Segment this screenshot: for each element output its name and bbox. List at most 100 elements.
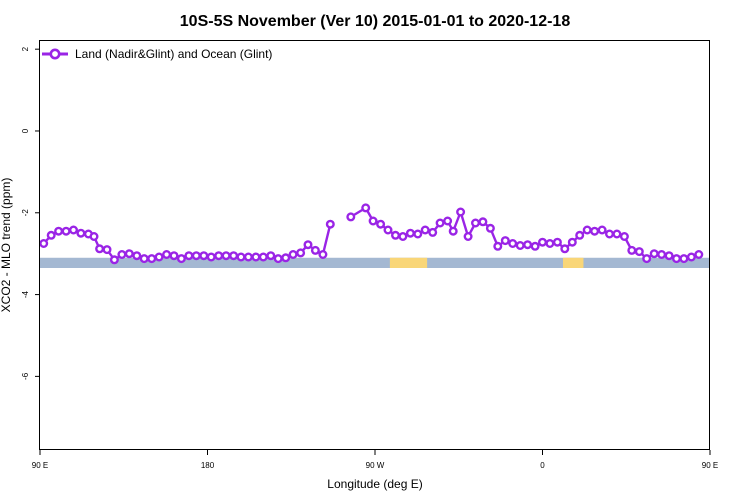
data-point — [567, 237, 577, 247]
data-point — [456, 207, 466, 217]
data-point — [523, 240, 533, 250]
data-point — [310, 245, 320, 255]
data-point — [76, 228, 86, 238]
data-point — [206, 252, 216, 262]
data-point — [199, 251, 209, 261]
data-point — [236, 252, 246, 262]
data-point — [139, 254, 149, 264]
data-point — [251, 252, 261, 262]
data-point — [590, 226, 600, 236]
data-point — [214, 251, 224, 261]
data-point — [597, 225, 607, 235]
data-point — [39, 238, 49, 248]
data-point — [95, 244, 105, 254]
data-point — [68, 225, 78, 235]
data-point — [634, 247, 644, 257]
data-point — [191, 251, 201, 261]
data-point — [325, 219, 335, 229]
land-band — [389, 257, 428, 268]
data-point — [478, 217, 488, 227]
data-point — [318, 249, 328, 259]
land-band — [562, 257, 584, 268]
data-point — [258, 252, 268, 262]
data-point — [657, 249, 667, 259]
series-layer — [39, 203, 704, 265]
data-point — [463, 231, 473, 241]
data-point — [508, 238, 518, 248]
data-point — [664, 251, 674, 261]
data-point — [515, 240, 525, 250]
data-point — [361, 203, 371, 213]
legend-marker — [49, 48, 61, 60]
legend-label: Land (Nadir&Glint) and Ocean (Glint) — [75, 47, 272, 61]
data-point — [346, 212, 356, 222]
y-tick-label: 0 — [21, 128, 30, 133]
x-tick-label: 0 — [540, 461, 545, 470]
x-axis-label: Longitude (deg E) — [327, 477, 422, 491]
data-point — [154, 252, 164, 262]
data-point — [221, 251, 231, 261]
data-point — [493, 241, 503, 251]
data-point — [443, 216, 453, 226]
data-point — [500, 236, 510, 246]
data-point — [89, 231, 99, 241]
x-tick-label: 90 E — [702, 461, 718, 470]
data-point — [552, 237, 562, 247]
data-point — [471, 218, 481, 228]
data-point — [132, 251, 142, 261]
chart-title: 10S-5S November (Ver 10) 2015-01-01 to 2… — [180, 13, 571, 30]
land-ocean-strip — [40, 257, 710, 268]
data-point — [288, 249, 298, 259]
data-point — [176, 254, 186, 264]
data-point — [575, 230, 585, 240]
data-point — [530, 241, 540, 251]
data-point — [383, 225, 393, 235]
data-point — [545, 238, 555, 248]
data-point — [428, 227, 438, 237]
data-point — [109, 255, 119, 265]
data-point — [229, 251, 239, 261]
data-point — [162, 249, 172, 259]
data-point — [368, 216, 378, 226]
data-point — [679, 254, 689, 264]
data-point — [435, 218, 445, 228]
data-point — [266, 251, 276, 261]
plot-frame — [39, 40, 710, 450]
data-point — [612, 229, 622, 239]
x-axis: 90 E 180 90 W 0 90 E — [32, 450, 718, 470]
data-point — [420, 225, 430, 235]
data-point — [391, 230, 401, 240]
data-point — [296, 248, 306, 258]
data-point — [102, 245, 112, 255]
data-point — [582, 225, 592, 235]
data-point — [281, 253, 291, 263]
data-point — [605, 229, 615, 239]
data-point — [243, 252, 253, 262]
x-tick-label: 90 E — [32, 461, 48, 470]
data-point — [560, 244, 570, 254]
data-point — [398, 231, 408, 241]
data-point — [147, 254, 157, 264]
legend: Land (Nadir&Glint) and Ocean (Glint) — [42, 47, 272, 61]
ocean-band — [40, 257, 710, 268]
data-point — [61, 226, 71, 236]
data-point — [619, 231, 629, 241]
y-tick-label: -4 — [21, 290, 30, 298]
data-point — [124, 249, 134, 259]
data-point — [46, 230, 56, 240]
data-point — [686, 252, 696, 262]
data-point — [405, 228, 415, 238]
data-point — [694, 249, 704, 259]
data-point — [649, 249, 659, 259]
data-point — [117, 249, 127, 259]
y-tick-label: 2 — [21, 46, 30, 51]
data-point — [642, 254, 652, 264]
data-point — [627, 245, 637, 255]
data-point — [54, 226, 64, 236]
data-point — [376, 219, 386, 229]
data-point — [273, 254, 283, 264]
y-axis-label: XCO2 - MLO trend (ppm) — [0, 178, 13, 313]
x-tick-label: 90 W — [366, 461, 385, 470]
data-point — [413, 229, 423, 239]
